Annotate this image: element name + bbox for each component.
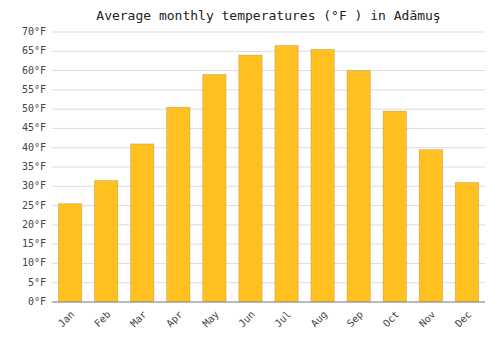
y-tick-label: 70°F	[22, 26, 46, 37]
x-tick-label: Jun	[236, 309, 257, 330]
bar	[167, 107, 190, 302]
y-tick-label: 65°F	[22, 45, 46, 56]
y-tick-label: 10°F	[22, 257, 46, 268]
chart: 0°F 5°F 10°F 15°F 20°F 25°F 30°F 35°F 40°F 45°F 50…	[0, 0, 500, 350]
x-tick-label: Dec	[453, 309, 474, 330]
grid-line	[52, 70, 485, 71]
bar	[58, 204, 81, 302]
y-tick-label: 45°F	[22, 122, 46, 133]
chart-container: 0°F 5°F 10°F 15°F 20°F 25°F 30°F 35°F 40°F 45°F 50…	[0, 0, 500, 350]
y-tick-label: 60°F	[22, 65, 46, 76]
grid-line	[52, 51, 485, 52]
x-tick-label: Apr	[164, 309, 185, 330]
grid-line	[52, 89, 485, 90]
y-tick-label: 25°F	[22, 200, 46, 211]
y-tick-label: 5°F	[28, 277, 46, 288]
y-tick-label: 15°F	[22, 238, 46, 249]
y-tick-label: 35°F	[22, 161, 46, 172]
bar	[311, 49, 334, 302]
x-tick-label: Oct	[381, 309, 402, 330]
bar	[239, 55, 262, 302]
x-tick-label: Sep	[345, 309, 366, 330]
bar	[203, 74, 226, 302]
x-tick-label: Aug	[309, 309, 330, 330]
grid-line	[52, 302, 485, 303]
bar	[347, 71, 370, 302]
grid-line	[52, 32, 485, 33]
bar	[419, 150, 442, 302]
x-tick-label: Feb	[92, 309, 113, 330]
x-tick-label: Nov	[417, 309, 438, 330]
y-tick-label: 55°F	[22, 84, 46, 95]
bar	[130, 144, 153, 302]
y-tick-label: 50°F	[22, 103, 46, 114]
y-tick-label: 30°F	[22, 180, 46, 191]
x-tick-label: Jul	[272, 309, 293, 330]
bar	[94, 181, 117, 303]
bar	[383, 111, 406, 302]
x-tick-label: Jan	[56, 309, 77, 330]
y-tick-label: 40°F	[22, 142, 46, 153]
y-tick-label: 0°F	[28, 296, 46, 307]
x-tick-label: May	[200, 309, 221, 330]
y-tick-label: 20°F	[22, 219, 46, 230]
grid-line	[52, 128, 485, 129]
grid-line	[52, 147, 485, 148]
bar	[275, 46, 298, 303]
x-tick-label: Mar	[128, 309, 149, 330]
title: Average monthly temperatures (°F ) in Ad…	[96, 8, 440, 23]
x-axis-line	[52, 302, 485, 303]
x-axis: Jan Feb Mar Apr May Jun Jul Aug Sep Oct Nov Dec	[56, 309, 473, 330]
bars	[58, 46, 478, 303]
grid-line	[52, 109, 485, 110]
y-grid	[52, 32, 485, 302]
bar	[455, 182, 478, 302]
y-axis: 0°F 5°F 10°F 15°F 20°F 25°F 30°F 35°F 40°F 45°F 50…	[22, 26, 46, 307]
